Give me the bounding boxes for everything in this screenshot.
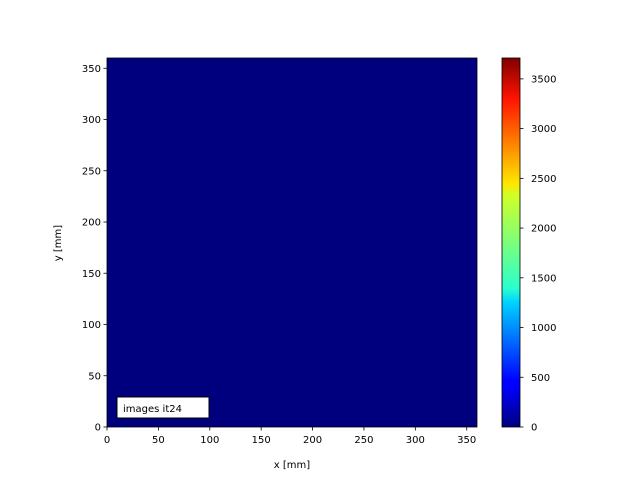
- heatmap-cell: [107, 58, 477, 427]
- x-tick-label: 200: [303, 435, 322, 446]
- colorbar-tick-label: 1500: [531, 273, 556, 284]
- colorbar-tick-label: 3500: [531, 74, 556, 85]
- colorbar-tick-label: 3000: [531, 124, 556, 135]
- y-tick-label: 150: [82, 269, 101, 280]
- y-tick-label: 300: [82, 115, 101, 126]
- y-tick-label: 0: [95, 423, 101, 434]
- y-tick-label: 350: [82, 64, 101, 75]
- colorbar-tick-label: 2500: [531, 174, 556, 185]
- x-tick-label: 350: [457, 435, 476, 446]
- y-tick-label: 250: [82, 166, 101, 177]
- annotation-text: images it24: [123, 404, 182, 415]
- y-axis-label: y [mm]: [53, 225, 64, 261]
- colorbar-tick-label: 0: [531, 423, 537, 434]
- colorbar-tick-label: 500: [531, 373, 550, 384]
- x-tick-label: 150: [252, 435, 271, 446]
- x-tick-label: 50: [152, 435, 165, 446]
- x-tick-label: 300: [406, 435, 425, 446]
- colorbar: 0 500 1000 1500 2000 2500 3000 3500: [501, 57, 556, 434]
- y-tick-label: 200: [82, 218, 101, 229]
- annotation-background: [116, 396, 210, 419]
- colorbar-tick-label: 2000: [531, 224, 556, 235]
- plot-area: 0 50 100 150 200 250 300 350 0 50 100 150 200 250 300 3…: [82, 57, 478, 446]
- y-tick-label: 50: [88, 371, 101, 382]
- colorbar-gradient: [501, 57, 521, 428]
- y-tick-label: 100: [82, 320, 101, 331]
- x-tick-label: 250: [354, 435, 373, 446]
- x-tick-label: 100: [200, 435, 219, 446]
- x-axis-label: x [mm]: [274, 460, 310, 471]
- colorbar-tick-label: 1000: [531, 323, 556, 334]
- annotation-box: images it24: [116, 396, 210, 419]
- axes-frame: [106, 57, 478, 428]
- x-tick-label: 0: [104, 435, 110, 446]
